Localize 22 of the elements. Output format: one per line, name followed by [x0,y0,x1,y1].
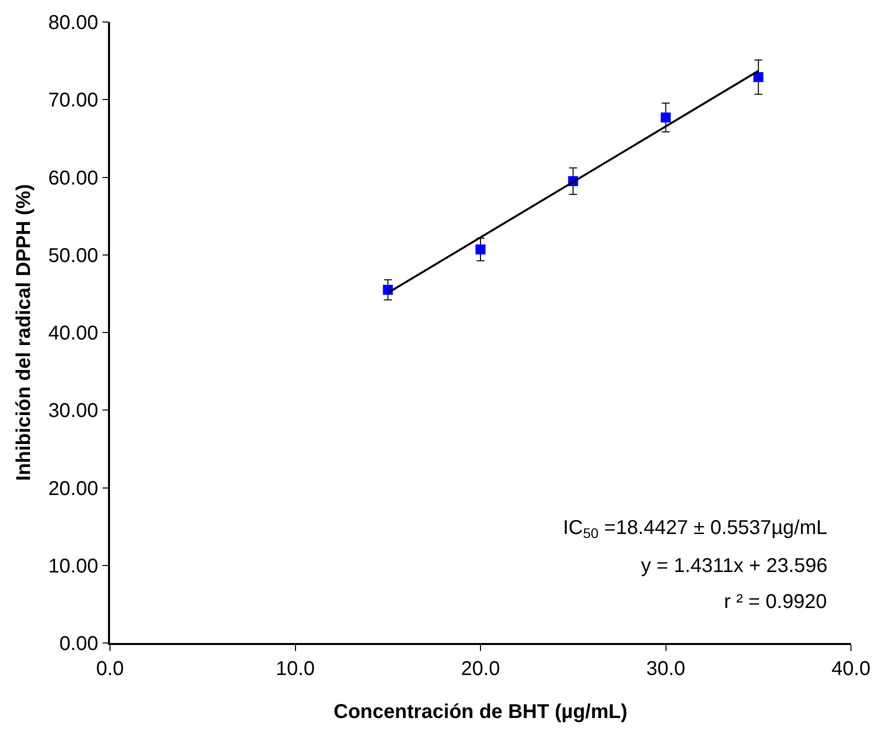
x-tick-label: 0.0 [96,658,124,680]
x-tick-label: 30.0 [646,658,686,680]
point [660,112,671,122]
y-tick-label: 70.00 [48,90,98,112]
y-tick-label: 60.00 [48,167,98,190]
annotation: IC$_{50}$ =18.4427 ± 0.5537µg/mL [563,517,828,542]
annotation: r ² = 0.9920 [724,591,827,613]
x-axis-title: Concentración de BHT (µg/mL) [334,700,628,723]
y-tick-label: 30.00 [48,400,98,422]
annotation: y = 1.4311x + 23.596 [641,555,828,577]
y-tick-label: 40.00 [48,322,98,344]
y-axis-title: Inhibición del radical DPPH (%) [13,184,36,481]
y-tick-label: 80.00 [48,12,98,34]
point [753,72,764,82]
x-tick-label: 40.0 [832,658,870,680]
y-tick-label: 0.00 [59,633,98,655]
x-tick-label: 20.0 [461,658,500,680]
x-tick-label: 10.0 [276,658,315,680]
y-tick-label: 10.00 [48,555,98,578]
y-tick-label: 50.00 [48,244,98,267]
y-tick-label: 20.00 [48,478,98,500]
point [476,244,486,254]
